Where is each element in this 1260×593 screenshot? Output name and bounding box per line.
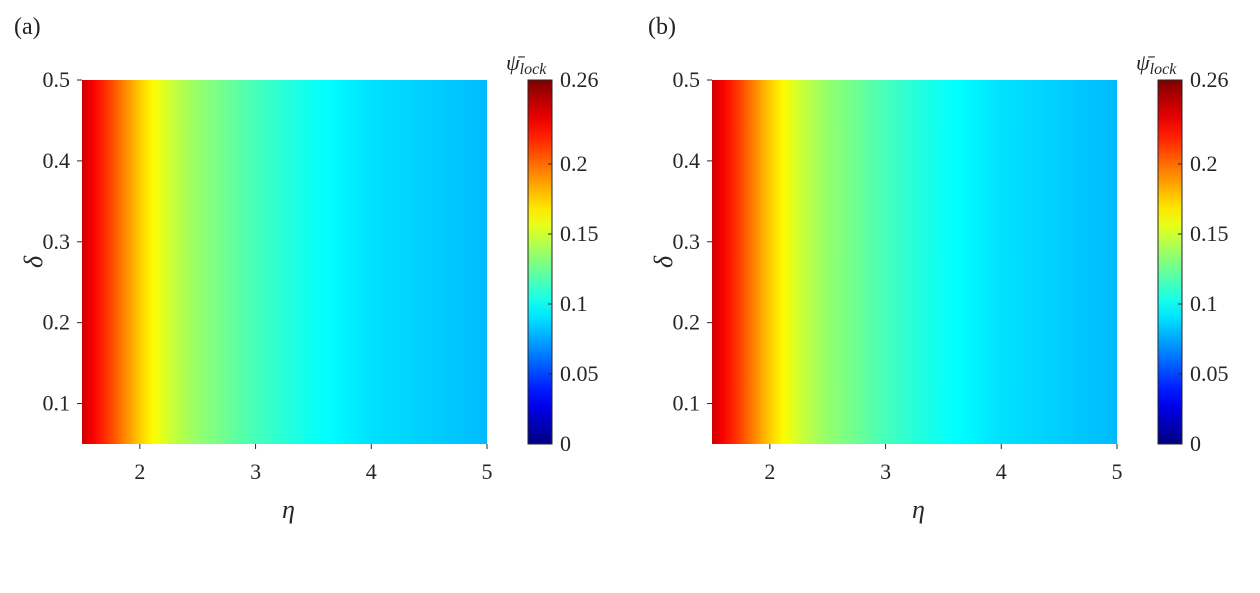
heatmap-chart: 2 3 4 5 0.1 0.2 0.3 0.4 0.5 η δ 0 0.05 0.1 0.15 0.2 0.26… (19, 50, 599, 524)
colorbar-tick-label: 0.05 (560, 361, 599, 386)
y-tick-label: 0.3 (673, 229, 701, 254)
x-tick-label: 3 (250, 459, 261, 484)
colorbar-tick-label: 0.05 (1190, 361, 1229, 386)
chart-panel-b: (b) 2 3 4 5 0.1 0.2 0.3 0.4 0.5 η δ 0 0.05 0.1 0.15 0.2… (630, 0, 1260, 588)
heatmap-chart: 2 3 4 5 0.1 0.2 0.3 0.4 0.5 η δ 0 0.05 0.1 0.15 0.2 0.26… (649, 50, 1229, 524)
x-tick-label: 4 (366, 459, 377, 484)
x-tick-label: 5 (482, 459, 493, 484)
y-tick-label: 0.2 (673, 310, 701, 335)
y-tick-label: 0.4 (43, 148, 71, 173)
y-axis-label: δ (649, 255, 678, 268)
y-tick-label: 0.1 (673, 391, 701, 416)
y-tick-label: 0.2 (43, 310, 71, 335)
colorbar-tick-label: 0 (560, 431, 571, 456)
panel-label: (b) (648, 14, 676, 40)
x-axis-label: η (912, 495, 925, 524)
colorbar (1157, 79, 1183, 445)
panel-label: (a) (14, 14, 41, 40)
colorbar-tick-label: 0.15 (1190, 221, 1229, 246)
heatmap-surface (712, 80, 1117, 444)
y-tick-label: 0.3 (43, 229, 71, 254)
x-tick-label: 4 (996, 459, 1007, 484)
colorbar-label: ψ̄lock (506, 50, 547, 78)
x-axis-label: η (282, 495, 295, 524)
y-tick-label: 0.4 (673, 148, 701, 173)
colorbar-tick-label: 0.1 (560, 291, 588, 316)
colorbar (527, 79, 553, 445)
chart-panel-a: (a) 2 3 4 5 0.1 0.2 0.3 0.4 0.5 η δ 0 0.05 0.1 0.15 0.2… (0, 0, 630, 588)
colorbar-tick-label: 0.1 (1190, 291, 1218, 316)
colorbar-tick-label: 0.26 (560, 67, 599, 92)
x-tick-label: 2 (764, 459, 775, 484)
x-tick-label: 2 (134, 459, 145, 484)
colorbar-tick-label: 0.15 (560, 221, 599, 246)
colorbar-tick-label: 0.26 (1190, 67, 1229, 92)
colorbar-tick-label: 0.2 (1190, 151, 1218, 176)
x-tick-label: 5 (1112, 459, 1123, 484)
heatmap-surface (82, 80, 487, 444)
colorbar-tick-label: 0 (1190, 431, 1201, 456)
y-tick-label: 0.5 (673, 67, 701, 92)
y-axis-label: δ (19, 255, 48, 268)
y-tick-label: 0.1 (43, 391, 71, 416)
y-tick-label: 0.5 (43, 67, 71, 92)
colorbar-tick-label: 0.2 (560, 151, 588, 176)
colorbar-label: ψ̄lock (1136, 50, 1177, 78)
x-tick-label: 3 (880, 459, 891, 484)
